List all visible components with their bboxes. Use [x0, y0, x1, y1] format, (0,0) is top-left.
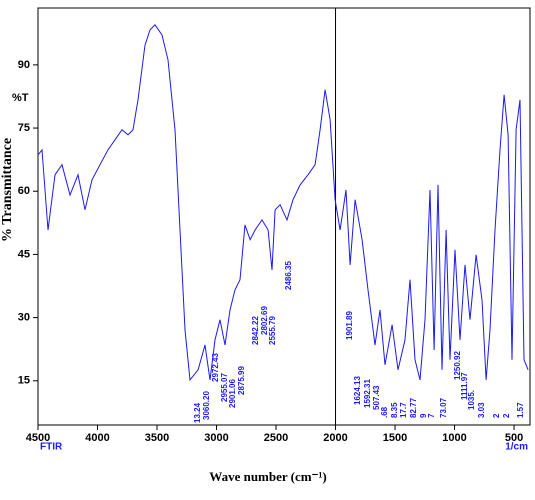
peak-label: 2: [492, 413, 501, 418]
peak-label: 2842.22: [251, 316, 260, 345]
x-tick-label: 2500: [264, 432, 288, 444]
peak-label: 1592.31: [363, 379, 372, 408]
y-tick-label: 30: [18, 311, 30, 323]
peak-label: 2486.35: [284, 261, 293, 290]
peak-label: 17.7: [399, 402, 408, 418]
peak-label: 2555.79: [268, 316, 277, 345]
peak-label: 1901.89: [345, 311, 354, 340]
peak-label: 9: [419, 413, 428, 418]
peak-label: 2: [502, 413, 511, 418]
y-axis-label: % Transmittance: [0, 138, 15, 242]
peak-label: 8.35: [390, 402, 399, 418]
y-unit: %T: [12, 92, 29, 104]
x-tick-label: 1500: [383, 432, 407, 444]
x-tick-label: 2000: [323, 432, 347, 444]
peak-label: 2972.43: [211, 353, 220, 382]
peak-label: 3.03: [477, 402, 486, 418]
x-tick-label: 4000: [85, 432, 109, 444]
x-unit: 1/cm: [505, 442, 528, 453]
x-tick-label: 500: [505, 432, 523, 444]
peak-label: 507.43: [372, 385, 381, 410]
peak-label: 1111.97: [460, 372, 469, 400]
x-tick-label: 4500: [26, 432, 50, 444]
peak-label: 2955.07: [220, 373, 229, 402]
y-tick-label: 60: [18, 185, 30, 197]
y-tick-label: 15: [18, 375, 30, 387]
peak-label: 13.24: [193, 402, 202, 423]
peak-label: 3060.20: [202, 391, 211, 420]
peak-label: 82.77: [409, 397, 418, 418]
spectrum-line: [37, 24, 529, 382]
peak-label: .68: [380, 406, 389, 418]
x-tick-label: 1000: [442, 432, 466, 444]
peak-label: 1250.92: [453, 351, 462, 380]
peak-label: 2901.06: [228, 379, 237, 408]
peak-label: 1035.: [467, 390, 476, 410]
peak-label: 7: [427, 413, 436, 418]
y-tick-label: 75: [18, 122, 30, 134]
y-tick-label: 45: [18, 248, 30, 260]
footer-label: FTIR: [40, 442, 63, 453]
peak-label: 1.57: [516, 402, 525, 418]
peak-label: 1624.13: [353, 376, 362, 405]
peak-label: 2875.99: [237, 366, 246, 395]
peak-label: 73.07: [439, 397, 448, 418]
x-tick-label: 3500: [145, 432, 169, 444]
peak-label: 2802.69: [260, 306, 269, 335]
y-tick-label: 90: [18, 59, 30, 71]
x-tick-label: 3000: [204, 432, 228, 444]
x-axis-label: Wave number (cm⁻¹): [209, 469, 326, 484]
plot-frame: [37, 7, 531, 426]
